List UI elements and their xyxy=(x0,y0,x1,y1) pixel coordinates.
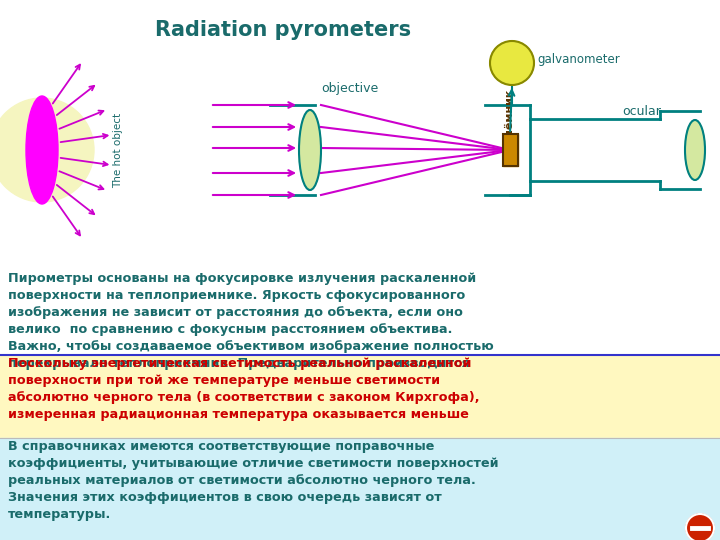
Circle shape xyxy=(686,514,714,540)
Ellipse shape xyxy=(26,96,58,204)
Text: Поскольку энергетическая светимость реальной раскаленной
поверхности при той же : Поскольку энергетическая светимость реал… xyxy=(8,357,480,421)
Ellipse shape xyxy=(299,110,321,190)
Text: В справочниках имеются соответствующие поправочные
коэффициенты, учитывающие отл: В справочниках имеются соответствующие п… xyxy=(8,440,499,521)
Text: objective: objective xyxy=(321,82,379,95)
Text: galvanometer: galvanometer xyxy=(537,53,620,66)
Text: ocular: ocular xyxy=(622,105,661,118)
Bar xyxy=(0,355,720,438)
Text: Приёмник: Приёмник xyxy=(504,89,514,153)
Ellipse shape xyxy=(685,120,705,180)
Bar xyxy=(503,134,518,166)
Circle shape xyxy=(0,98,94,202)
Circle shape xyxy=(490,41,534,85)
Text: Пирометры основаны на фокусировке излучения раскаленной
поверхности на теплоприе: Пирометры основаны на фокусировке излуче… xyxy=(8,272,494,370)
Text: The hot object: The hot object xyxy=(113,112,123,187)
Bar xyxy=(503,134,518,166)
Text: Radiation pyrometers: Radiation pyrometers xyxy=(155,20,411,40)
Bar xyxy=(0,438,720,540)
